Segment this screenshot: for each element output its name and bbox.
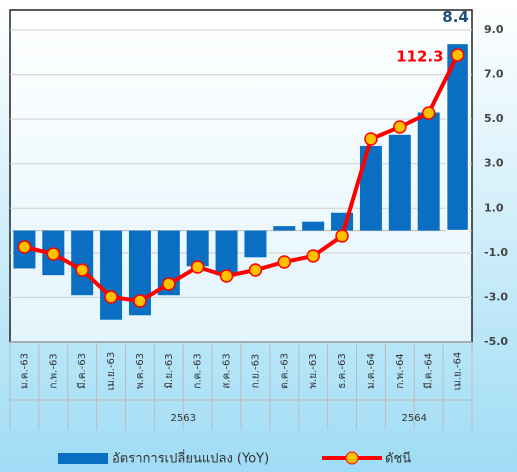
x-tick-label: เม.ย.-63 bbox=[106, 352, 117, 391]
group-label: 2564 bbox=[402, 413, 427, 424]
line-marker bbox=[306, 249, 320, 263]
x-tick-label: ก.พ.-63 bbox=[48, 353, 59, 388]
x-tick-label: เม.ย.-64 bbox=[453, 352, 464, 391]
x-tick-label: ก.พ.-64 bbox=[395, 353, 406, 388]
y2-tick-label: 3.0 bbox=[484, 157, 504, 170]
group-label: 2563 bbox=[171, 413, 196, 424]
line-marker bbox=[190, 260, 205, 274]
y2-tick-label: -5.0 bbox=[484, 335, 508, 348]
bar bbox=[302, 221, 325, 231]
x-tick-label: ก.ย.-63 bbox=[250, 354, 261, 389]
bar bbox=[445, 42, 470, 232]
line bbox=[23, 54, 460, 304]
y2-tick-label: 1.0 bbox=[484, 201, 504, 214]
bar bbox=[273, 226, 296, 231]
bar-value-label: 8.4 bbox=[442, 8, 469, 26]
line-marker bbox=[133, 294, 147, 308]
bar bbox=[100, 230, 123, 320]
line-marker bbox=[364, 132, 378, 146]
x-tick-label: ต.ค.-63 bbox=[279, 353, 290, 389]
y2-tick-label: -1.0 bbox=[484, 246, 508, 259]
line-marker bbox=[75, 263, 89, 277]
bar bbox=[359, 145, 382, 231]
bar bbox=[186, 230, 209, 267]
line-marker bbox=[248, 263, 263, 277]
bar bbox=[215, 230, 238, 276]
x-tick-label: ก.ค.-63 bbox=[193, 353, 204, 388]
y2-tick-label: 9.0 bbox=[484, 23, 504, 36]
bar bbox=[417, 112, 440, 231]
line-marker bbox=[393, 120, 407, 134]
x-tick-label: พ.ย.-63 bbox=[308, 353, 319, 388]
line-marker bbox=[162, 277, 176, 291]
line-marker bbox=[450, 48, 465, 62]
legend-label: อัตราการเปลี่ยนแปลง (YoY) bbox=[112, 450, 269, 467]
line-marker bbox=[277, 255, 292, 269]
x-tick-label: ส.ค.-63 bbox=[222, 353, 233, 388]
bar bbox=[388, 134, 411, 231]
legend-swatch bbox=[58, 453, 108, 464]
bar bbox=[128, 230, 151, 316]
x-tick-label: ม.ค.-63 bbox=[19, 353, 30, 389]
line-marker bbox=[219, 269, 234, 283]
line-marker bbox=[335, 229, 349, 243]
x-tick-label: ม.ค.-64 bbox=[366, 353, 377, 389]
bar bbox=[71, 230, 94, 296]
x-tick-label: มี.ค.-63 bbox=[76, 353, 88, 389]
legend-label: ดัชนี bbox=[385, 451, 411, 467]
line-value-label: 112.3 bbox=[396, 48, 443, 66]
x-tick-label: มิ.ย.-63 bbox=[164, 353, 175, 388]
x-tick-label: พ.ค.-63 bbox=[135, 353, 146, 389]
line-marker bbox=[421, 106, 436, 120]
line-marker bbox=[104, 290, 118, 304]
line-marker bbox=[17, 240, 32, 254]
y2-tick-label: -3.0 bbox=[484, 290, 508, 303]
line-marker bbox=[46, 247, 61, 261]
y2-tick-label: 7.0 bbox=[484, 68, 504, 81]
x-tick-label: ธ.ค.-63 bbox=[337, 353, 348, 388]
legend-marker bbox=[345, 451, 359, 465]
bar bbox=[244, 230, 267, 258]
y2-tick-label: 5.0 bbox=[484, 112, 504, 125]
x-tick-label: มี.ค.-64 bbox=[423, 353, 435, 389]
